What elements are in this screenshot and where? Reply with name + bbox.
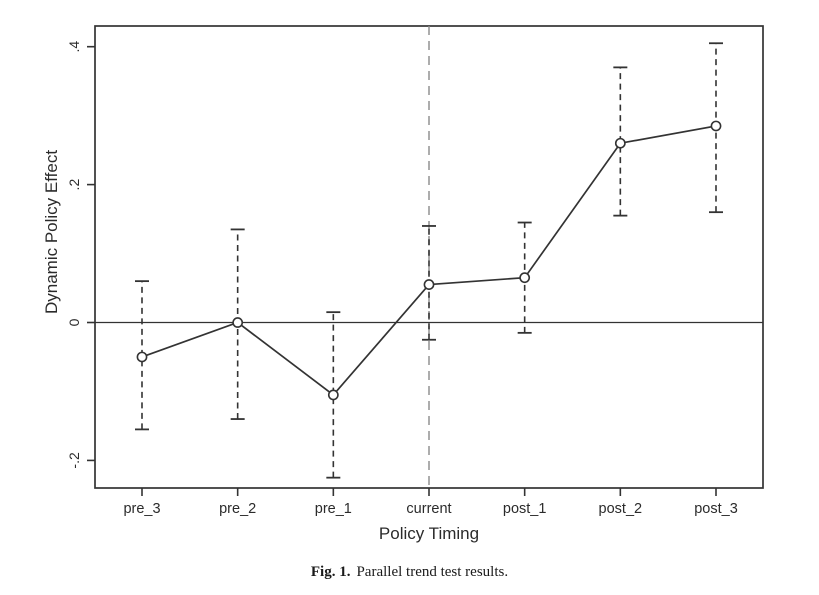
y-tick-label: .4	[66, 41, 82, 53]
x-tick-label: pre_3	[123, 501, 160, 517]
figure-caption-label: Fig. 1.	[310, 564, 351, 580]
data-point-marker	[327, 389, 339, 401]
y-tick-label: -.2	[66, 452, 82, 469]
parallel-trend-chart: -.2 0 .2 .4 pre_3 pre_2 pre_1 current post_1 post…	[42, 25, 764, 543]
data-point-marker	[710, 120, 722, 132]
x-tick-label: pre_1	[315, 501, 352, 517]
x-tick-label: post_3	[694, 501, 738, 517]
y-axis-title: Dynamic Policy Effect	[42, 150, 61, 314]
x-tick-label: post_1	[503, 501, 547, 517]
x-axis-title: Policy Timing	[379, 524, 479, 543]
y-tick-label: .2	[66, 179, 82, 191]
y-axis: -.2 0 .2 .4	[66, 41, 95, 469]
data-point-marker	[519, 272, 531, 284]
figure-caption: Fig. 1. Parallel trend test results.	[0, 564, 819, 581]
data-points	[136, 120, 722, 401]
x-tick-label: post_2	[599, 501, 643, 517]
error-bar	[326, 311, 341, 479]
data-point-marker	[136, 351, 148, 363]
y-tick-label: 0	[66, 318, 82, 326]
data-point-marker	[614, 137, 626, 149]
figure-caption-text: Parallel trend test results.	[356, 564, 509, 580]
x-tick-label: pre_2	[219, 501, 256, 517]
x-tick-label: current	[406, 501, 451, 517]
data-point-marker	[423, 279, 435, 290]
data-point-marker	[232, 317, 244, 328]
x-axis: pre_3 pre_2 pre_1 current post_1 post_2 post_3	[123, 488, 738, 517]
